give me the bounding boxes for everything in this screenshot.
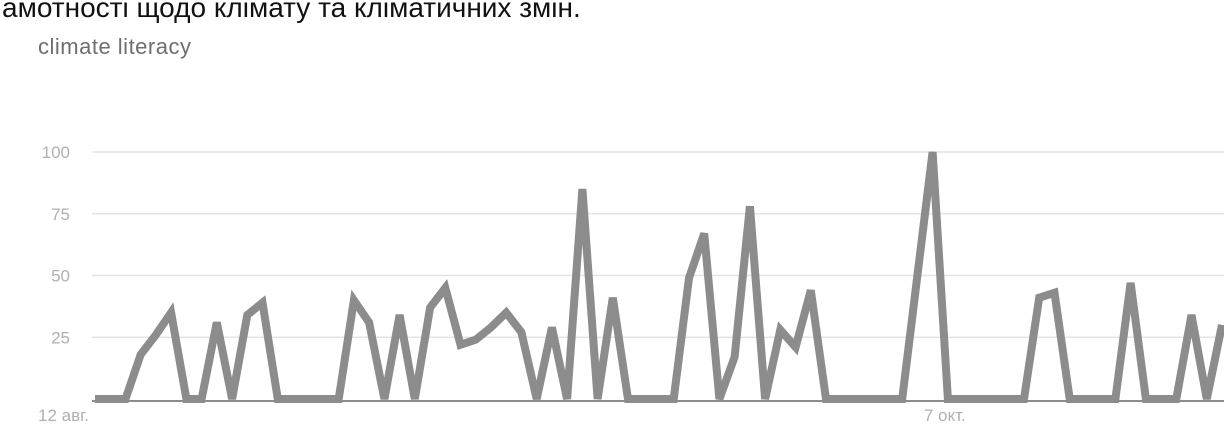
caption-text: амотності щодо клімату та кліматичних зм… <box>2 0 581 23</box>
data-point <box>1158 396 1164 402</box>
series-line <box>95 151 1224 403</box>
data-point <box>122 396 128 402</box>
data-point <box>1204 396 1210 402</box>
data-point <box>488 324 494 330</box>
data-point <box>1189 312 1195 318</box>
data-point <box>138 352 144 358</box>
data-point <box>945 396 951 402</box>
data-point <box>107 396 113 402</box>
data-point <box>412 396 418 402</box>
data-point <box>305 396 311 402</box>
data-point <box>153 332 159 338</box>
data-point <box>503 310 509 316</box>
data-point <box>351 297 357 303</box>
data-point <box>808 287 814 293</box>
data-point <box>1143 396 1149 402</box>
x-axis-ticks: 12 авг. 7 окт. <box>38 406 966 425</box>
data-point <box>168 310 174 316</box>
y-tick-label: 50 <box>51 267 70 286</box>
data-point <box>732 354 738 360</box>
data-point <box>838 396 844 402</box>
data-point <box>1128 280 1134 286</box>
data-point <box>853 396 859 402</box>
data-point <box>869 396 875 402</box>
data-point <box>793 344 799 350</box>
data-point <box>427 305 433 311</box>
data-point <box>671 396 677 402</box>
y-tick-label: 25 <box>51 328 70 347</box>
data-point <box>183 396 189 402</box>
data-point <box>960 396 966 402</box>
data-point <box>290 396 296 402</box>
data-point <box>1021 396 1027 402</box>
data-point <box>518 329 524 335</box>
data-point <box>397 312 403 318</box>
data-point <box>640 396 646 402</box>
data-point <box>549 324 555 330</box>
data-point <box>930 149 936 155</box>
data-point <box>1006 396 1012 402</box>
data-point <box>458 342 464 348</box>
data-point <box>275 396 281 402</box>
data-point <box>442 285 448 291</box>
data-point <box>1051 290 1057 296</box>
data-point <box>747 203 753 209</box>
data-point <box>199 396 205 402</box>
data-point <box>686 275 692 281</box>
data-point <box>991 396 997 402</box>
data-point <box>701 231 707 237</box>
series-layer <box>92 149 1224 403</box>
data-point <box>381 396 387 402</box>
x-tick-label: 7 окт. <box>924 406 966 425</box>
data-point <box>366 319 372 325</box>
y-axis-ticks: 25 50 75 100 <box>42 143 70 347</box>
data-point <box>229 396 235 402</box>
data-point <box>1173 396 1179 402</box>
data-point <box>214 319 220 325</box>
data-point <box>1097 396 1103 402</box>
data-point <box>320 396 326 402</box>
data-point <box>336 396 342 402</box>
data-point <box>610 295 616 301</box>
data-point <box>1067 396 1073 402</box>
data-point <box>260 300 266 306</box>
data-point <box>716 396 722 402</box>
data-point <box>777 327 783 333</box>
data-point <box>534 396 540 402</box>
data-point <box>823 396 829 402</box>
data-point <box>244 312 250 318</box>
y-tick-label: 75 <box>51 205 70 224</box>
data-point <box>595 396 601 402</box>
y-tick-label: 100 <box>42 143 70 162</box>
data-point <box>1036 295 1042 301</box>
data-point <box>899 396 905 402</box>
data-point <box>92 396 98 402</box>
data-point <box>564 396 570 402</box>
data-point <box>473 337 479 343</box>
data-point <box>625 396 631 402</box>
data-point <box>975 396 981 402</box>
chart-title: climate literacy <box>38 34 192 59</box>
data-point <box>914 273 920 279</box>
gridlines <box>92 151 1224 402</box>
data-point <box>656 396 662 402</box>
data-point <box>762 396 768 402</box>
data-point <box>1082 396 1088 402</box>
data-point <box>579 186 585 192</box>
data-point <box>1112 396 1118 402</box>
x-tick-label: 12 авг. <box>38 406 89 425</box>
data-point <box>884 396 890 402</box>
